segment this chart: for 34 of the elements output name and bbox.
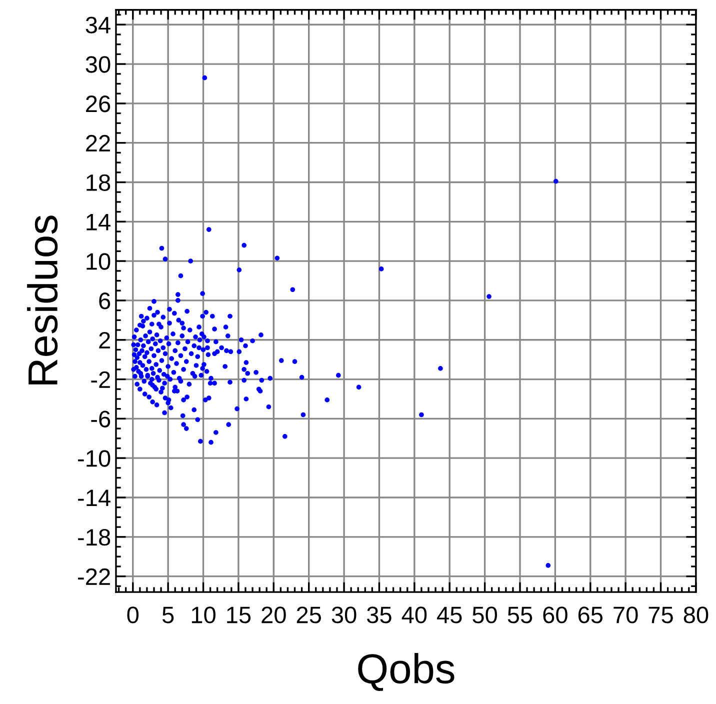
x-tick-label: 75	[648, 606, 673, 624]
x-axis-title: Qobs	[358, 652, 454, 692]
y-tick-label: -18	[78, 528, 110, 546]
x-tick-label: 65	[578, 606, 603, 624]
y-tick-label: -2	[91, 371, 110, 388]
x-tick-label: 25	[296, 606, 321, 624]
x-tick-label: 70	[614, 606, 638, 624]
x-tick-label: 50	[472, 606, 498, 624]
x-tick-label: 15	[227, 606, 251, 624]
y-tick-label: -22	[78, 568, 110, 585]
y-tick-label: -6	[91, 410, 110, 428]
y-tick-label: -10	[78, 450, 110, 467]
y-axis-title: Residuos	[27, 216, 58, 384]
y-tick-label: 14	[86, 214, 110, 230]
y-tick-label: 30	[86, 56, 110, 73]
x-tick-label: 10	[192, 606, 216, 624]
y-tick-label: 2	[99, 332, 110, 348]
x-tick-label: 55	[508, 606, 532, 624]
x-tick-label: 80	[684, 606, 708, 624]
y-tick-label: 34	[86, 16, 110, 34]
x-tick-label: 35	[366, 606, 392, 624]
x-tick-label: 40	[402, 606, 427, 624]
y-tick-label: -14	[78, 490, 110, 506]
x-tick-label: 20	[262, 606, 286, 624]
x-tick-label: 45	[437, 606, 462, 624]
y-tick-label: 10	[86, 253, 110, 270]
y-tick-label: 22	[86, 134, 110, 152]
y-tick-label: 18	[86, 174, 110, 192]
x-tick-label: 30	[332, 606, 356, 624]
x-tick-label: 5	[162, 606, 174, 624]
x-tick-label: 60	[543, 606, 568, 624]
y-tick-label: 6	[99, 292, 110, 310]
x-tick-label: 0	[127, 606, 139, 624]
y-tick-label: 26	[86, 96, 110, 112]
